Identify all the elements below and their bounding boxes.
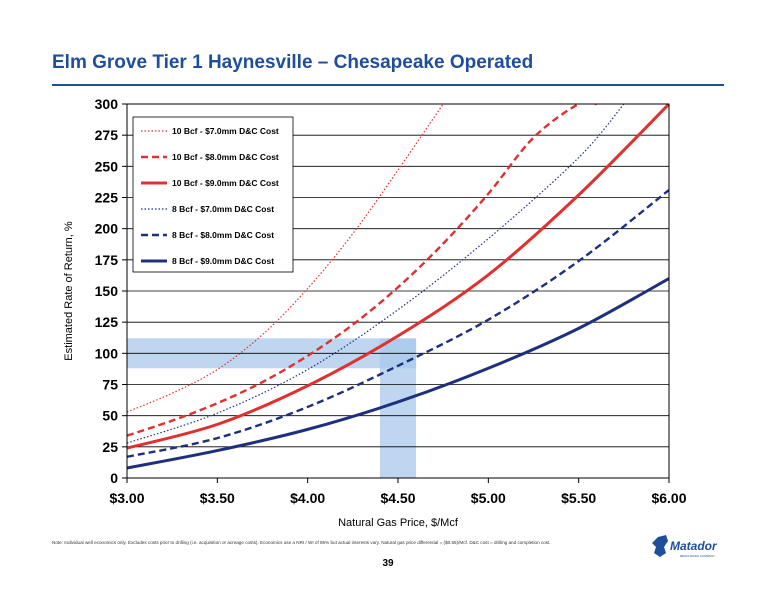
matador-logo-icon: Matador RESOURCES COMPANY <box>652 535 718 558</box>
x-tick-label: $4.00 <box>290 490 325 506</box>
x-tick-label: $6.00 <box>651 490 686 506</box>
footnote: Note: Individual well economics only. Ex… <box>52 540 551 545</box>
series-line-1 <box>127 104 444 413</box>
legend-label-1: 10 Bcf - $7.0mm D&C Cost <box>172 126 279 136</box>
x-tick-label: $5.50 <box>561 490 596 506</box>
y-tick-label: 150 <box>95 283 119 299</box>
series-line-6 <box>127 277 669 470</box>
x-axis-ticks: $3.00 $3.50 $4.00 $4.50 $5.00 $5.50 $6.00 <box>109 478 687 506</box>
y-tick-label: 0 <box>110 470 118 486</box>
legend-label-5: 8 Bcf - $8.0mm D&C Cost <box>172 230 274 240</box>
series-line-5 <box>127 189 669 458</box>
y-tick-label: 275 <box>95 127 119 143</box>
y-tick-label: 200 <box>95 221 119 237</box>
x-tick-label: $3.50 <box>200 490 235 506</box>
title-divider <box>52 84 724 86</box>
y-axis-label: Estimated Rate of Return, % <box>63 221 75 361</box>
page-number: 39 <box>382 558 394 569</box>
logo-subtext: RESOURCES COMPANY <box>680 554 715 558</box>
highlight-band-2 <box>379 338 417 478</box>
legend: 10 Bcf - $7.0mm D&C Cost 10 Bcf - $8.0mm … <box>132 116 294 273</box>
x-tick-label: $3.00 <box>109 490 144 506</box>
legend-box <box>132 116 294 273</box>
y-tick-label: 125 <box>95 314 119 330</box>
slide-title: Elm Grove Tier 1 Haynesville – Chesapeak… <box>52 52 534 73</box>
y-tick-label: 25 <box>102 439 118 455</box>
y-tick-label: 225 <box>95 190 119 206</box>
highlight-bands <box>127 338 417 478</box>
legend-label-4: 8 Bcf - $7.0mm D&C Cost <box>172 204 274 214</box>
series-lines <box>127 104 669 470</box>
x-axis-label: Natural Gas Price, $/Mcf <box>338 517 459 529</box>
y-axis-ticks: 0 25 50 75 100 125 150 175 200 225 250 275 300 <box>95 96 127 486</box>
logo-text: Matador <box>670 539 718 553</box>
y-tick-label: 300 <box>95 96 119 112</box>
series-line-3 <box>127 104 669 450</box>
series-line-2 <box>127 104 597 437</box>
y-tick-label: 50 <box>102 408 118 424</box>
series-line-4 <box>127 104 625 444</box>
y-tick-label: 100 <box>95 345 119 361</box>
legend-label-3: 10 Bcf - $9.0mm D&C Cost <box>172 178 279 188</box>
x-tick-label: $5.00 <box>471 490 506 506</box>
y-tick-label: 175 <box>95 252 119 268</box>
legend-label-2: 10 Bcf - $8.0mm D&C Cost <box>172 152 279 162</box>
y-tick-label: 250 <box>95 158 119 174</box>
y-tick-label: 75 <box>102 377 118 393</box>
x-tick-label: $4.50 <box>380 490 415 506</box>
legend-label-6: 8 Bcf - $9.0mm D&C Cost <box>172 256 274 266</box>
